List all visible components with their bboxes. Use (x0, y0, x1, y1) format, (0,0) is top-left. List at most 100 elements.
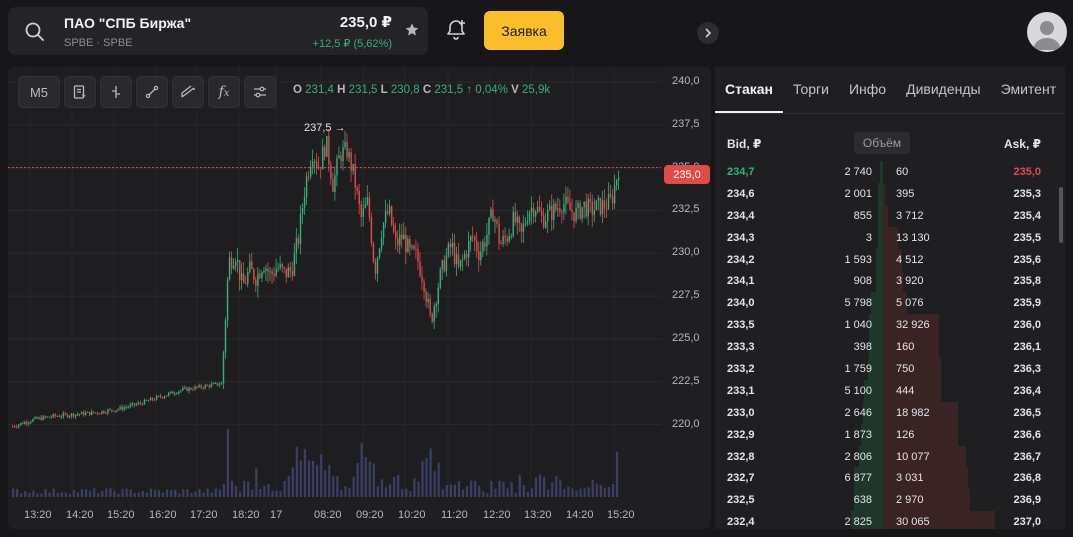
orderbook-row[interactable]: 233,3 398 160 236,1 (715, 336, 1065, 359)
candle-body (372, 243, 375, 262)
candle-body (465, 253, 468, 258)
orderbook-row[interactable]: 234,6 2 001 395 235,3 (715, 182, 1065, 205)
orderbook-row[interactable]: 233,0 2 646 18 982 236,5 (715, 401, 1065, 424)
orderbook-row[interactable]: 234,0 5 798 5 076 235,9 (715, 292, 1065, 315)
volume-bar (186, 489, 189, 497)
timeframe-button[interactable]: M5 (18, 76, 60, 108)
candle-body (597, 197, 600, 201)
orderbook-row[interactable]: 233,1 5 100 444 236,4 (715, 379, 1065, 402)
orderbook-row[interactable]: 232,4 2 825 30 065 237,0 (715, 511, 1065, 529)
candle-body (190, 387, 192, 390)
crosshair-button[interactable] (100, 76, 132, 108)
volume-bar (615, 451, 619, 497)
candle-body (374, 261, 377, 274)
orderbook-row[interactable]: 232,8 2 806 10 077 236,7 (715, 445, 1065, 468)
volume-bar (328, 464, 331, 497)
line-tool-button[interactable] (136, 76, 168, 108)
tab-orderbook[interactable]: Стакан (715, 67, 784, 113)
volume-bar (372, 463, 375, 497)
candle-body (285, 268, 288, 278)
candle-body (204, 385, 206, 389)
tab-info[interactable]: Инфо (848, 81, 887, 97)
orderbook-row[interactable]: 232,5 638 2 970 236,9 (715, 489, 1065, 512)
candle-body (178, 391, 180, 394)
orderbook-row[interactable]: 234,1 908 3 920 235,8 (715, 270, 1065, 293)
volume-bar (56, 493, 59, 497)
volume-bar (380, 479, 384, 497)
volume-bar (368, 461, 371, 497)
tab-dividends[interactable]: Дивиденды (906, 81, 981, 97)
candle-body (111, 409, 113, 411)
bid-volume: 398 (853, 341, 872, 354)
candle-body (24, 422, 26, 425)
star-icon[interactable] (404, 22, 420, 38)
ohlc-change: ↑ 0,04% (466, 84, 508, 96)
orderbook-row[interactable]: 234,2 1 593 4 512 235,6 (715, 248, 1065, 271)
ask-volume: 60 (896, 166, 909, 178)
chart-settings-button[interactable] (244, 76, 276, 108)
bid-price: 232,8 (727, 450, 755, 463)
candle-body (180, 390, 182, 392)
candle-body (478, 251, 480, 261)
time-tick-label: 16:20 (149, 509, 177, 521)
indicators-button[interactable]: fx (208, 76, 240, 108)
candle-body (395, 231, 397, 239)
candle-body (157, 395, 160, 397)
candle-body (538, 207, 541, 212)
candle-body (338, 155, 340, 159)
candle-body (38, 417, 40, 419)
candlestick-chart[interactable] (8, 67, 661, 499)
candle-body (113, 410, 115, 412)
volume-bar (478, 485, 481, 497)
volume-bar (494, 488, 497, 497)
candle-body (275, 269, 277, 277)
volume-bar (433, 471, 436, 497)
orderbook-scrollbar[interactable] (1059, 187, 1063, 243)
candle-body (577, 202, 579, 208)
ticker-selector[interactable]: ПАО "СПБ Биржа" SPBE · SPBE 235,0 ₽ +12,… (8, 7, 428, 55)
bid-depth-bar (877, 182, 883, 205)
volume-toggle[interactable]: Объём (854, 132, 910, 154)
candle-body (453, 242, 456, 265)
candle-body (52, 414, 54, 417)
search-icon[interactable] (24, 21, 46, 43)
orderbook-row[interactable]: 233,2 1 759 750 236,3 (715, 358, 1065, 380)
orderbook-row[interactable]: 234,4 855 3 712 235,4 (715, 204, 1065, 227)
candle-body (149, 397, 152, 401)
candle-body (421, 275, 423, 282)
candle-body (431, 313, 433, 322)
orderbook-row[interactable]: 234,7 2 740 60 235,0 (715, 161, 1065, 183)
note-button[interactable] (64, 76, 96, 108)
candle-body (536, 207, 539, 212)
volume-bar (510, 481, 513, 497)
candle-body (60, 416, 63, 418)
candle-body (565, 196, 567, 204)
chart-area[interactable] (8, 67, 661, 499)
orderbook-row[interactable]: 232,7 6 877 3 031 236,8 (715, 467, 1065, 490)
collapse-panel-button[interactable] (697, 22, 719, 44)
candle-body (307, 176, 310, 178)
volume-bar (575, 490, 578, 497)
candle-body (425, 292, 427, 303)
candle-body (380, 237, 383, 249)
tab-issuer[interactable]: Эмитент (1000, 81, 1057, 97)
candle-body (68, 416, 71, 418)
volume-bar (109, 488, 112, 497)
orderbook-row[interactable]: 234,3 3 13 130 235,5 (715, 226, 1065, 249)
candle-body (36, 417, 38, 419)
candle-body (32, 418, 34, 422)
orderbook-row[interactable]: 233,5 1 040 32 926 236,0 (715, 314, 1065, 337)
ask-depth-bar (883, 467, 968, 490)
volume-bar (579, 488, 582, 497)
channel-tool-button[interactable] (172, 76, 204, 108)
candle-body (214, 382, 217, 384)
candle-body (557, 208, 559, 210)
candle-body (97, 412, 99, 414)
order-button[interactable]: Заявка (484, 11, 564, 50)
tab-trades[interactable]: Торги (793, 81, 829, 97)
orderbook-row[interactable]: 232,9 1 873 126 236,6 (715, 423, 1065, 446)
bell-plus-icon[interactable] (444, 18, 468, 42)
ask-volume: 3 712 (896, 209, 924, 222)
avatar[interactable] (1027, 12, 1067, 52)
volume-bar (607, 486, 611, 497)
